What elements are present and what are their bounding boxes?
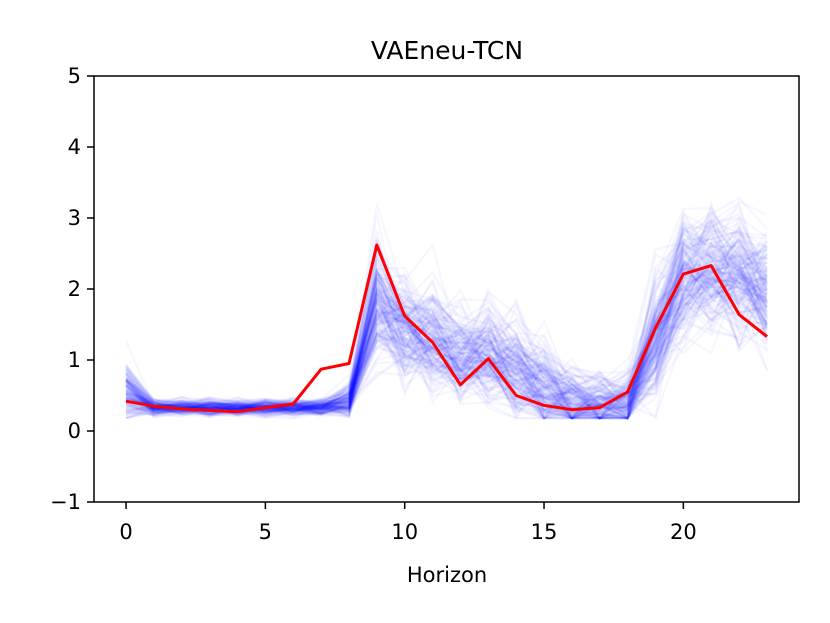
series-line [125,243,768,414]
x-axis-label: Horizon [407,563,487,587]
y-tick-label: 5 [68,64,81,88]
x-tick-label: 10 [391,520,418,544]
y-tick-label: 2 [68,277,81,301]
y-tick-label: −1 [50,490,81,514]
x-axis: 0 5 10 15 20 [119,502,697,544]
chart-title: VAEneu-TCN [371,36,523,65]
x-tick-label: 5 [259,520,272,544]
y-axis: −1 0 1 2 3 4 5 [50,64,94,514]
y-tick-label: 3 [68,206,81,230]
y-tick-label: 4 [68,135,81,159]
generated-samples [126,198,767,418]
ground-truth-series [125,243,768,414]
y-tick-label: 0 [68,419,81,443]
x-tick-label: 20 [670,520,697,544]
y-tick-label: 1 [68,348,81,372]
x-tick-label: 15 [531,520,558,544]
x-tick-label: 0 [119,520,132,544]
